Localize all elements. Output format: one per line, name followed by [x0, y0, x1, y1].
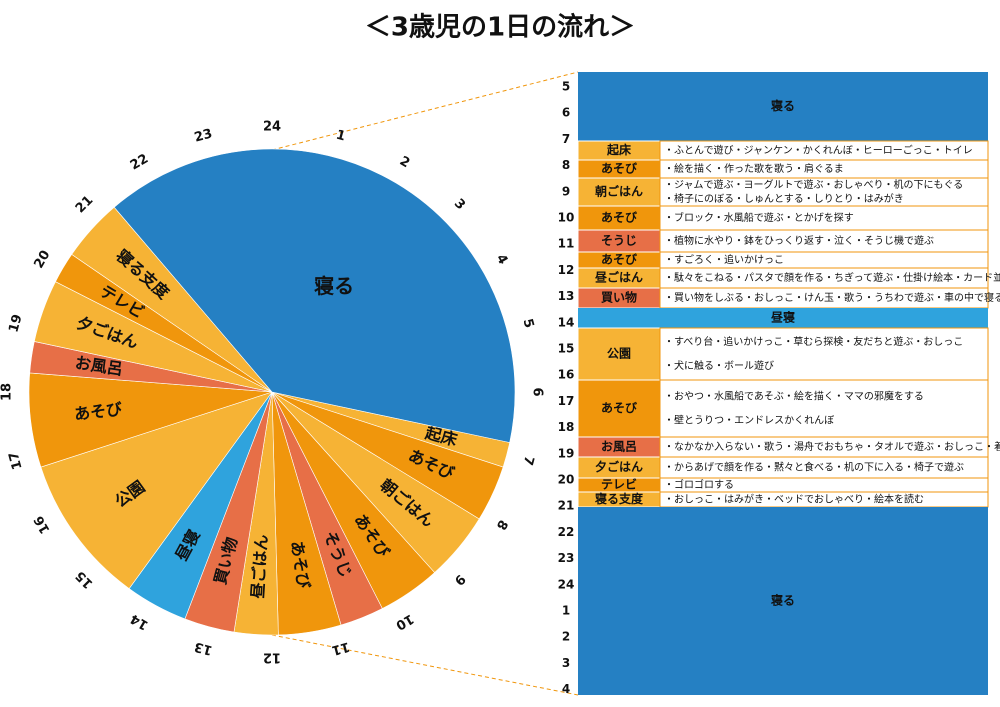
- time-label: 18: [558, 420, 575, 434]
- row-label: 昼寝: [770, 310, 795, 325]
- row-label: あそび: [601, 252, 638, 267]
- title: ＜3歳児の1日の流れ＞: [365, 13, 635, 43]
- row-label: あそび: [601, 161, 638, 176]
- row-label: 昼ごはん: [594, 270, 643, 285]
- time-label: 13: [558, 289, 575, 303]
- row-label: 買い物: [601, 290, 637, 305]
- hour-label: 17: [6, 450, 25, 471]
- hour-label: 16: [31, 513, 53, 536]
- row-label: 寝る: [771, 593, 795, 608]
- row-item: ・駄々をこねる・パスタで顔を作る・ちぎって遊ぶ・仕掛け絵本・カード並べ: [664, 271, 1000, 284]
- row-item: ・おしっこ・はみがき・ベッドでおしゃべり・絵本を読む: [664, 493, 924, 506]
- label-cell: [577, 205, 661, 231]
- row-item: ・植物に水やり・鉢をひっくり返す・泣く・そうじ機で遊ぶ: [664, 234, 934, 247]
- connector: [271, 71, 579, 151]
- time-label: 23: [558, 551, 575, 565]
- time-label: 6: [562, 106, 570, 120]
- row-item: ・ジャムで遊ぶ・ヨーグルトで遊ぶ・おしゃべり・机の下にもぐる: [664, 178, 963, 191]
- hour-label: 20: [31, 248, 53, 271]
- slice: [40, 391, 273, 590]
- row-item: ・ブロック・水風船で遊ぶ・とかげを探す: [664, 211, 854, 224]
- row-label: 夕ごはん: [595, 459, 643, 474]
- row-item: ・なかなか入らない・歌う・湯舟でおもちゃ・タオルで遊ぶ・おしっこ・着替え: [664, 440, 1000, 453]
- time-label: 2: [562, 630, 570, 644]
- hour-label: 8: [493, 517, 511, 532]
- hour-label: 11: [330, 638, 351, 657]
- hour-label: 12: [263, 650, 281, 665]
- time-label: 4: [562, 682, 570, 696]
- hour-label: 19: [6, 313, 25, 334]
- hour-label: 24: [263, 120, 281, 135]
- hour-label: 13: [193, 638, 214, 657]
- slice-label: 寝る: [314, 274, 354, 298]
- hour-label: 14: [128, 610, 151, 632]
- hour-label: 7: [520, 454, 537, 467]
- row-item: ・ゴロゴロする: [664, 478, 734, 491]
- content-cell: [659, 327, 989, 381]
- row-item: ・ふとんで遊び・ジャンケン・かくれんぼ・ヒーローごっこ・トイレ: [664, 144, 973, 157]
- hour-label: 15: [73, 568, 96, 591]
- row-item: ・おやつ・水風船であそぶ・絵を描く・ママの邪魔をする: [664, 390, 924, 403]
- time-label: 19: [558, 446, 575, 460]
- time-label: 24: [558, 577, 575, 591]
- time-label: 15: [558, 342, 575, 356]
- row-label: 朝ごはん: [595, 184, 643, 199]
- row-item: ・椅子にのぼる・しゅんとする・しりとり・はみがき: [664, 192, 904, 205]
- slice: [113, 148, 516, 443]
- row-label: 寝る: [771, 98, 795, 113]
- row-item: ・壁とうりつ・エンドレスかくれんぼ: [664, 414, 834, 427]
- row-item: ・買い物をしぶる・おしっこ・けん玉・歌う・うちわで遊ぶ・車の中で寝る: [664, 291, 1000, 304]
- hour-label: 21: [73, 193, 96, 216]
- row-label: テレビ: [601, 477, 637, 492]
- time-label: 21: [558, 499, 575, 513]
- slice-label: 昼ごはん: [248, 534, 271, 600]
- hour-label: 6: [530, 387, 545, 396]
- time-label: 20: [558, 473, 575, 487]
- row-label: 起床: [606, 142, 632, 157]
- content-cell: [659, 205, 989, 231]
- row-item: ・すごろく・追いかけっこ: [664, 253, 784, 266]
- row-label: あそび: [601, 400, 638, 415]
- row-item: ・すべり台・追いかけっこ・草むら探検・友だちと遊ぶ・おしっこ: [664, 335, 963, 348]
- time-label: 22: [558, 525, 575, 539]
- hour-label: 4: [493, 252, 511, 267]
- hour-label: 23: [193, 126, 214, 145]
- time-label: 14: [558, 315, 575, 329]
- time-label: 8: [562, 158, 570, 172]
- hour-label: 2: [397, 154, 412, 172]
- row-item: ・からあげで顔を作る・黙々と食べる・机の下に入る・椅子で遊ぶ: [664, 461, 964, 474]
- time-label: 1: [562, 604, 570, 618]
- row-label: お風呂: [601, 440, 637, 454]
- table-band: [578, 507, 988, 695]
- row-label: 公園: [607, 347, 631, 361]
- hour-label: 5: [520, 317, 537, 330]
- hour-label: 3: [451, 196, 468, 213]
- table-band: [578, 72, 988, 141]
- hour-label: 9: [451, 571, 468, 588]
- hour-label: 18: [0, 383, 15, 401]
- table-band: [578, 308, 988, 328]
- time-label: 9: [562, 184, 570, 198]
- time-label: 11: [558, 237, 575, 251]
- time-label: 5: [562, 80, 570, 94]
- time-label: 10: [558, 211, 575, 225]
- row-item: ・犬に触る・ボール遊び: [664, 359, 774, 372]
- time-label: 7: [562, 132, 570, 146]
- time-label: 16: [558, 368, 575, 382]
- hour-label: 1: [334, 128, 347, 145]
- connector: [271, 634, 579, 696]
- row-label: あそび: [601, 210, 638, 225]
- time-label: 17: [558, 394, 575, 408]
- hour-label: 10: [393, 610, 416, 632]
- hour-label: 22: [128, 151, 151, 173]
- row-label: 寝る支度: [595, 491, 644, 506]
- row-item: ・絵を描く・作った歌を歌う・肩ぐるま: [664, 162, 844, 175]
- time-label: 3: [562, 656, 570, 670]
- row-label: そうじ: [601, 234, 637, 248]
- time-label: 12: [558, 263, 575, 277]
- content-cell: [659, 379, 989, 438]
